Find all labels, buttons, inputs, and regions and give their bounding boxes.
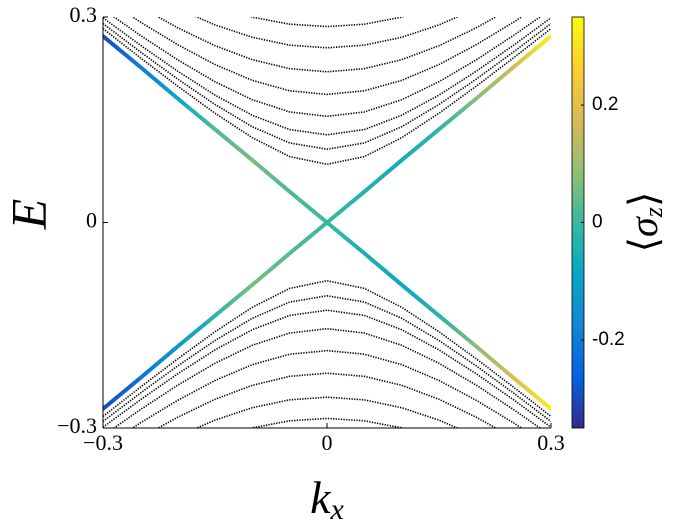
colorbar-label: ⟨σz⟩ <box>621 191 668 252</box>
x-tick-label: 0.3 <box>537 430 565 455</box>
x-tick-label: 0 <box>322 430 333 455</box>
bulk-band <box>112 327 542 428</box>
plot-area <box>103 17 551 428</box>
y-tick-label: 0.3 <box>70 2 98 27</box>
bulk-band <box>103 22 551 151</box>
bulk-band <box>103 294 551 423</box>
x-axis-label-sub: x <box>330 493 345 526</box>
bulk-band <box>156 372 498 428</box>
bulk-band <box>131 349 523 428</box>
bulk-band <box>156 17 498 73</box>
bulk-band <box>103 309 551 428</box>
bulk-band <box>103 17 551 136</box>
colorbar-label-open: ⟨ <box>621 237 666 253</box>
colorbar-label-symbol: σ <box>621 216 666 237</box>
bulk-band <box>103 279 551 418</box>
colorbar-tick-label: 0 <box>592 212 603 233</box>
y-tick-label: 0 <box>86 208 97 233</box>
bulk-band <box>131 17 523 96</box>
bulk-band <box>112 17 542 118</box>
colorbar-label-close: ⟩ <box>621 191 666 207</box>
bulk-band <box>249 17 405 28</box>
colorbar-tick-label: -0.2 <box>592 329 625 350</box>
x-axis-label: kx <box>310 472 344 526</box>
bulk-band <box>103 27 551 166</box>
colorbar-tick-label: 0.2 <box>592 94 618 115</box>
x-axis-label-main: k <box>310 472 332 523</box>
x-tick-label: −0.3 <box>83 430 123 455</box>
edge-state <box>103 34 551 411</box>
colorbar-label-sub: z <box>639 207 668 218</box>
y-tick-label: −0.3 <box>57 413 97 438</box>
y-axis-label: E <box>0 199 56 231</box>
